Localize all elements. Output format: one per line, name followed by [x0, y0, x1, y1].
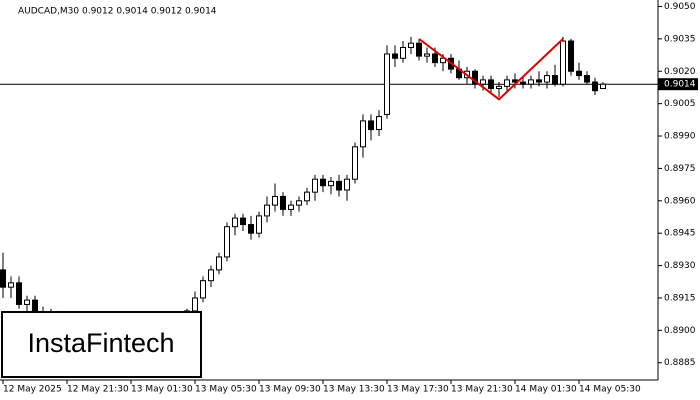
- x-tick-label: 13 May 13:30: [323, 385, 385, 395]
- candle-body: [488, 79, 494, 90]
- candle-body: [312, 178, 318, 193]
- y-tick-label: 0.9020: [664, 67, 696, 77]
- candle-body: [432, 53, 438, 64]
- y-tick-label: 0.9005: [664, 99, 696, 109]
- y-tick-label: 0.9035: [664, 34, 696, 44]
- candle-body: [336, 180, 342, 191]
- candle-body: [288, 204, 294, 210]
- candle-body: [544, 75, 550, 83]
- candle-body: [344, 178, 350, 191]
- candle-body: [384, 53, 390, 115]
- candle-body: [504, 79, 510, 87]
- x-tick-label: 13 May 09:30: [259, 385, 321, 395]
- y-tick-label: 0.8990: [664, 132, 696, 142]
- logo-box: [1, 311, 202, 378]
- candle-body: [352, 146, 358, 180]
- y-tick-label: 0.8975: [664, 164, 696, 174]
- candle-body: [248, 224, 254, 234]
- pattern-line: [418, 38, 564, 101]
- candle-body: [232, 217, 238, 228]
- candle-body: [296, 200, 302, 206]
- x-tick-label: 12 May 2025: [3, 385, 62, 395]
- candle-body: [320, 178, 326, 187]
- x-tick-label: 13 May 01:30: [131, 385, 193, 395]
- candle-body: [256, 215, 262, 234]
- candle-body: [416, 42, 422, 57]
- x-tick-label: 14 May 01:30: [515, 385, 577, 395]
- candle-body: [440, 57, 446, 64]
- candle-body: [400, 47, 406, 59]
- candle-body: [480, 79, 486, 85]
- candle-body: [536, 79, 542, 83]
- candle-body: [600, 83, 606, 90]
- x-tick-label: 13 May 17:30: [387, 385, 449, 395]
- candle-body: [200, 280, 206, 299]
- candle-body: [560, 40, 566, 85]
- candle-body: [424, 53, 430, 57]
- candle-body: [8, 282, 14, 288]
- y-tick-label: 0.8960: [664, 196, 696, 206]
- candle-body: [592, 81, 598, 92]
- candle-body: [376, 116, 382, 131]
- y-tick-label: 0.8900: [664, 326, 696, 336]
- candle-body: [216, 256, 222, 271]
- candle-body: [224, 226, 230, 258]
- candle-body: [552, 75, 558, 85]
- candle-body: [0, 269, 6, 288]
- price-label: 0.9014: [664, 80, 696, 90]
- x-tick-label: 12 May 21:30: [67, 385, 129, 395]
- candle-body: [16, 282, 22, 305]
- candle-body: [280, 195, 286, 210]
- y-tick-label: 0.8915: [664, 293, 696, 303]
- y-tick-label: 0.8930: [664, 261, 696, 271]
- candle-body: [520, 81, 526, 85]
- candle-body: [304, 191, 310, 202]
- candle-body: [192, 297, 198, 312]
- candle-body: [528, 79, 534, 85]
- candle-body: [584, 75, 590, 83]
- candle-body: [368, 120, 374, 131]
- candle-body: [360, 120, 366, 148]
- y-tick-label: 0.8885: [664, 358, 696, 368]
- candle-body: [392, 53, 398, 59]
- candle-body: [264, 204, 270, 217]
- logo: InstaFintech: [27, 328, 174, 358]
- x-tick-label: 14 May 05:30: [579, 385, 641, 395]
- candle-body: [24, 299, 30, 305]
- candle-body: [328, 180, 334, 187]
- candle-body: [208, 269, 214, 282]
- candle-body: [568, 40, 574, 72]
- candle-body: [576, 70, 582, 77]
- candle-body: [408, 42, 414, 49]
- price-label-box: [658, 78, 698, 91]
- candle-body: [240, 217, 246, 226]
- candle-body: [472, 70, 478, 85]
- y-tick-label: 0.8945: [664, 229, 696, 239]
- x-tick-label: 13 May 21:30: [451, 385, 513, 395]
- chart-title: AUDCAD,M30 0.9012 0.9014 0.9012 0.9014: [18, 7, 217, 17]
- candle-body: [272, 195, 278, 206]
- candle-body: [496, 85, 502, 90]
- y-tick-label: 0.9050: [664, 2, 696, 12]
- x-tick-label: 13 May 05:30: [195, 385, 257, 395]
